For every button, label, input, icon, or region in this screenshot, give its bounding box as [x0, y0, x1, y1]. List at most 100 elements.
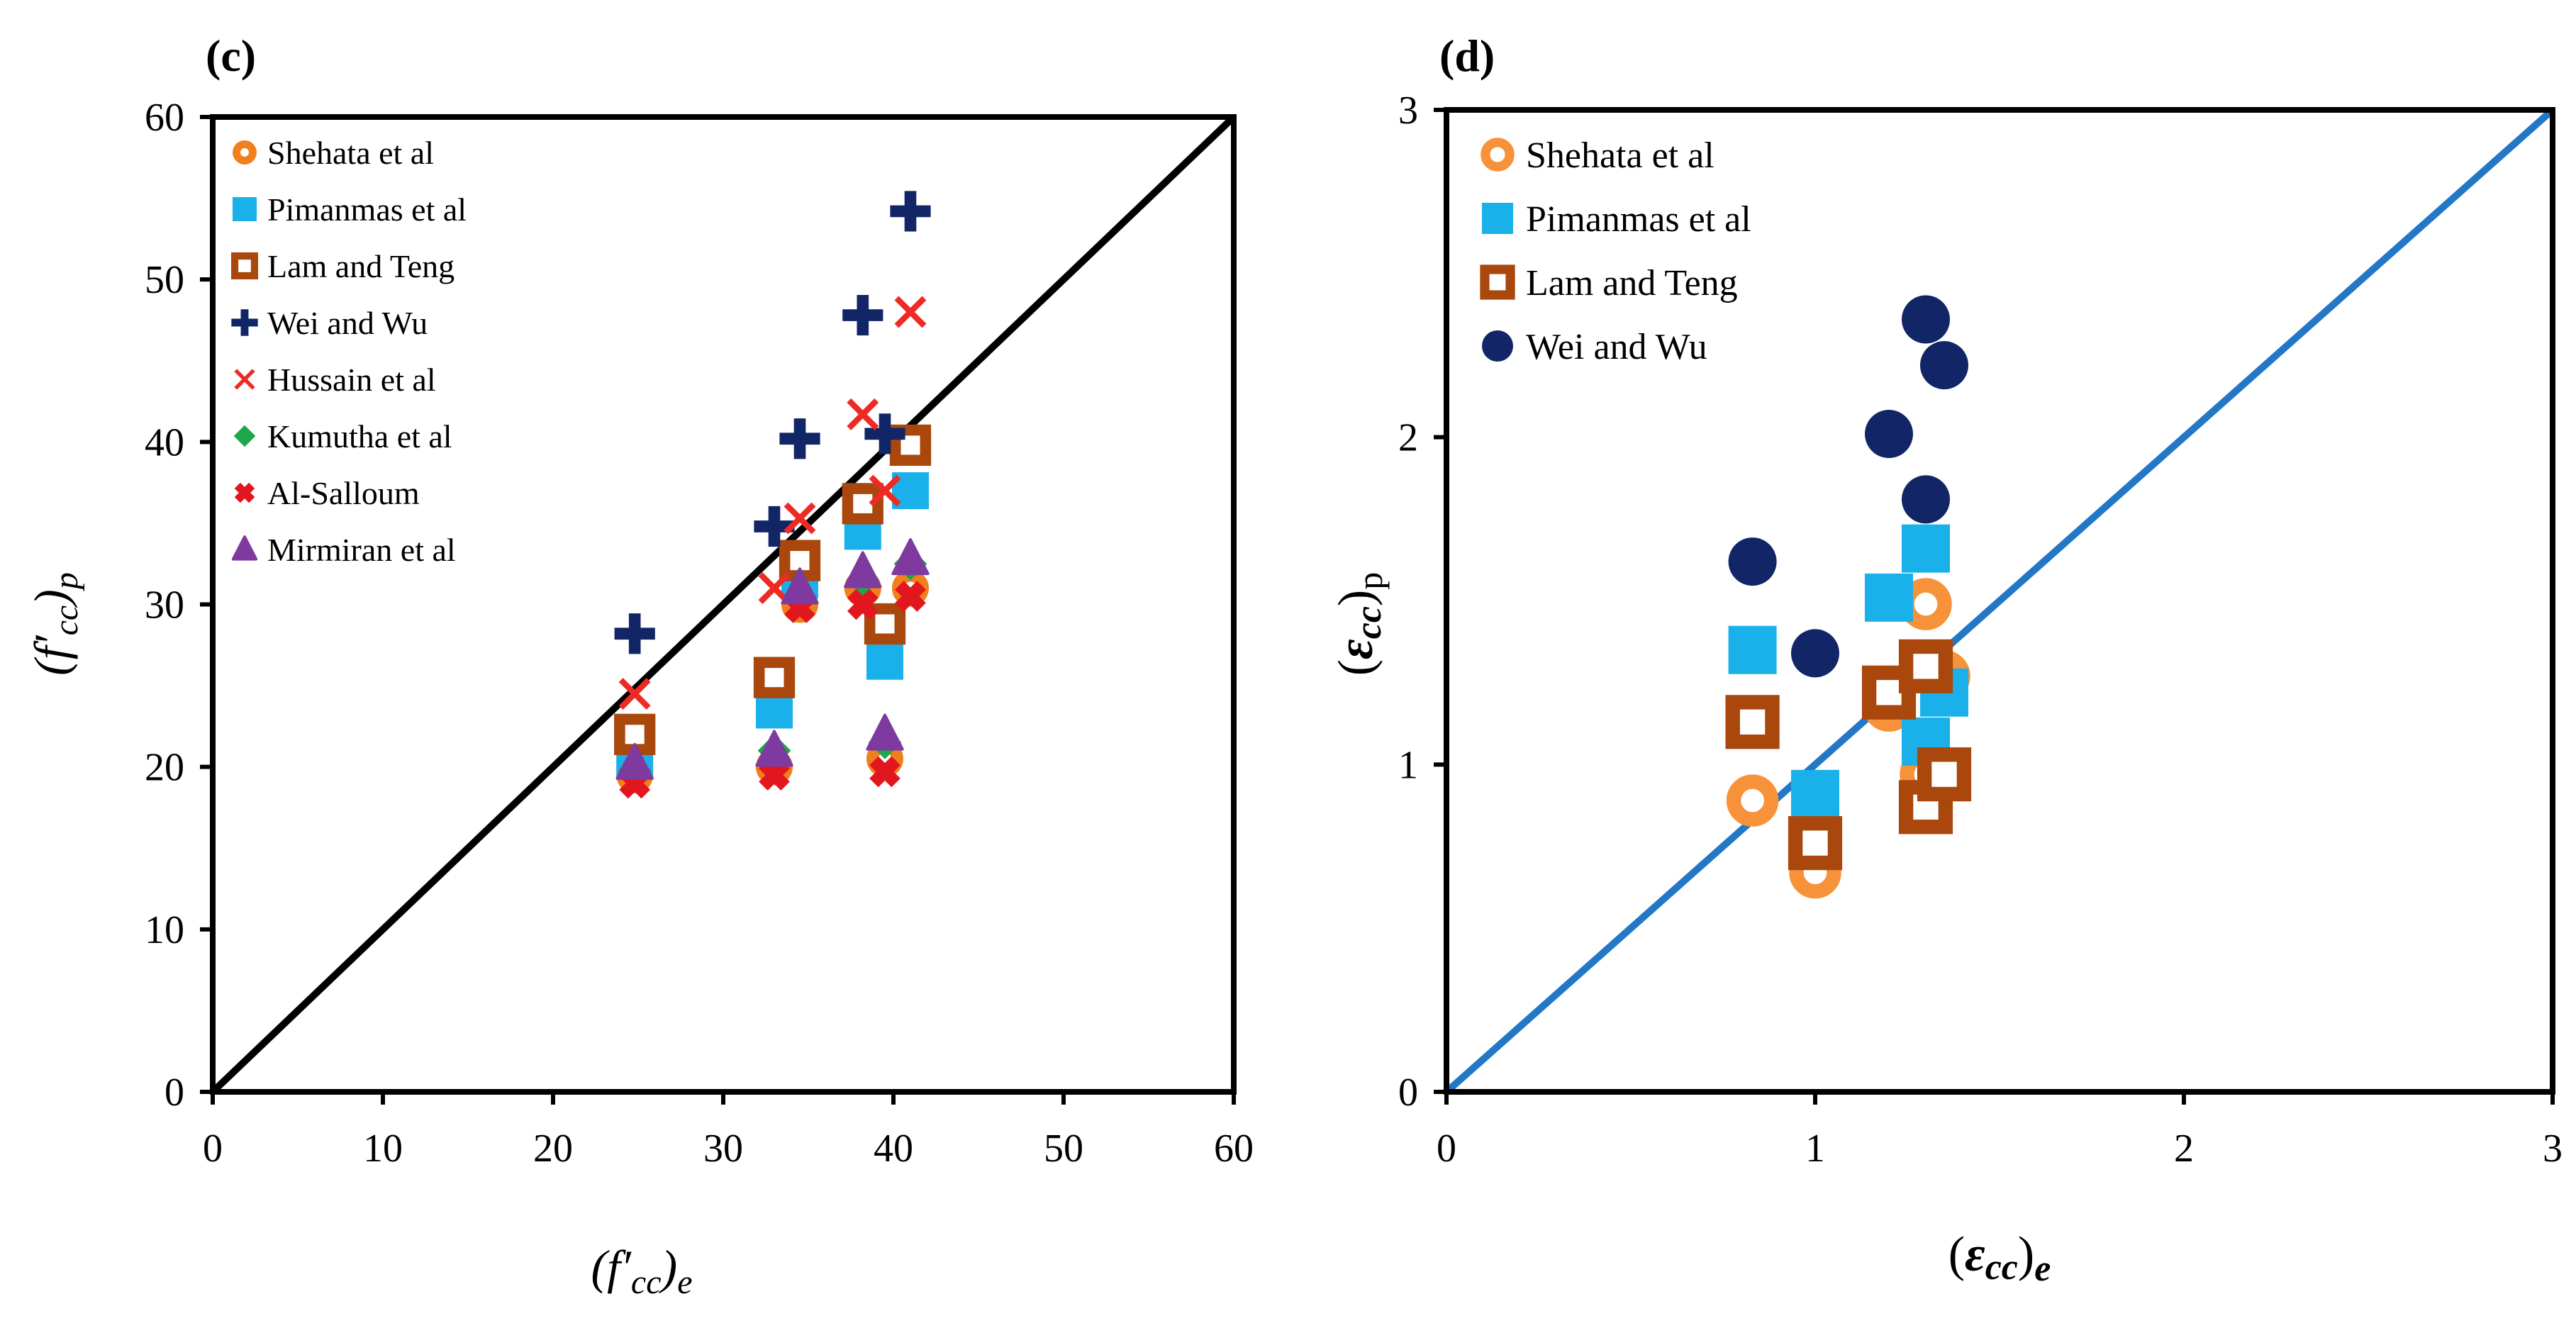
data-point — [779, 418, 820, 459]
x-tick-label: 20 — [533, 1127, 573, 1171]
reference-line-y-equals-x — [210, 114, 1237, 1095]
y-tick-label: 0 — [1398, 1071, 1418, 1115]
data-point — [1726, 774, 1779, 827]
legend-item: Lam and Teng — [1480, 263, 1738, 303]
legend-marker — [1482, 203, 1513, 234]
data-point — [1898, 639, 1953, 693]
x-tick-label: 50 — [1044, 1127, 1083, 1171]
panel-d-x-axis-title: (εcc)e — [1948, 1227, 2051, 1289]
legend-marker — [233, 140, 257, 164]
data-point — [890, 191, 931, 232]
data-point — [1902, 295, 1950, 344]
x-tick-label: 2 — [2174, 1127, 2194, 1171]
chart-panel-d: (d) 0 1 2 3 0 1 2 3 Shehata et al Pimanmas et al… — [1329, 30, 2563, 1289]
x-tick-label: 0 — [203, 1127, 223, 1171]
x-tick-label: 10 — [363, 1127, 403, 1171]
data-point — [889, 424, 932, 467]
data-point — [1865, 410, 1913, 459]
legend-label: Shehata et al — [1526, 135, 1714, 176]
data-point — [759, 759, 790, 791]
panel-c-ticks: 0 10 20 30 40 50 60 0 10 20 30 40 50 60 — [145, 96, 1254, 1171]
panel-c-x-axis-title: (f′cc)e — [591, 1240, 692, 1301]
panel-c-reference-line — [210, 114, 1237, 1095]
panel-d-reference-line — [1444, 107, 2555, 1095]
series-lam-and-teng — [1725, 639, 1972, 871]
panel-d-y-axis-title: (εcc)p — [1329, 572, 1390, 676]
data-point — [781, 567, 819, 605]
y-tick-label: 3 — [1398, 89, 1418, 133]
legend-item: Wei and Wu — [231, 305, 428, 341]
legend-marker — [1481, 138, 1515, 172]
data-point — [869, 474, 901, 507]
panel-c-legend: Shehata et al Pimanmas et al Lam and Teng W… — [230, 135, 467, 568]
legend-item: Hussain et al — [234, 362, 436, 398]
panel-c-points — [614, 191, 932, 799]
legend-marker — [231, 309, 258, 336]
data-point — [1788, 816, 1843, 871]
data-point — [864, 413, 905, 454]
panel-d-plot-frame — [1444, 107, 2555, 1095]
legend-item: Shehata et al — [1481, 135, 1714, 176]
y-tick-label: 10 — [145, 908, 184, 952]
data-point — [844, 551, 882, 588]
data-point — [1902, 475, 1950, 524]
x-tick-label: 3 — [2543, 1127, 2563, 1171]
series-lam-and-teng — [614, 424, 932, 755]
legend-item: Lam and Teng — [230, 248, 455, 284]
data-point — [1902, 524, 1950, 573]
legend-label: Shehata et al — [267, 135, 434, 171]
y-tick-label: 1 — [1398, 743, 1418, 787]
legend-marker — [1482, 330, 1513, 362]
legend-item: Al-Salloum — [234, 475, 420, 511]
legend-item: Pimanmas et al — [233, 191, 467, 228]
data-point — [615, 742, 654, 780]
legend-marker — [234, 482, 255, 503]
data-point — [895, 581, 926, 612]
x-tick-label: 1 — [1805, 1127, 1825, 1171]
series-pimanmas-et-al — [1728, 524, 1968, 818]
legend-label: Hussain et al — [267, 362, 436, 398]
panel-c-y-axis-title: (f′cc)p — [24, 572, 85, 676]
data-point — [753, 657, 796, 698]
panel-c-label: (c) — [206, 30, 256, 81]
legend-item: Wei and Wu — [1482, 327, 1707, 367]
data-point — [847, 588, 879, 620]
legend-item: Shehata et al — [233, 135, 434, 171]
data-point — [869, 756, 901, 788]
legend-item: Mirmiran et al — [231, 532, 456, 568]
data-point — [1791, 629, 1839, 678]
x-tick-label: 0 — [1437, 1127, 1456, 1171]
panel-d-label: (d) — [1439, 30, 1495, 81]
data-point — [866, 713, 904, 751]
panel-d-ticks: 0 1 2 3 0 1 2 3 — [1398, 89, 2563, 1171]
series-wei-and-wu — [614, 191, 931, 654]
data-point — [1917, 747, 1972, 802]
y-tick-label: 50 — [145, 258, 184, 302]
data-point — [1728, 537, 1777, 586]
data-point — [784, 502, 816, 535]
data-point — [1865, 573, 1913, 622]
data-point — [1728, 625, 1777, 674]
data-point — [842, 483, 883, 525]
data-point — [618, 678, 651, 710]
panel-c-plot-frame — [210, 114, 1237, 1095]
legend-marker — [233, 197, 257, 221]
data-point — [847, 398, 879, 430]
legend-marker — [234, 369, 255, 390]
data-point — [866, 642, 903, 680]
data-point — [1725, 695, 1780, 749]
data-point — [842, 294, 883, 336]
y-tick-label: 0 — [165, 1071, 184, 1115]
series-mirmiran-et-al — [615, 538, 930, 780]
legend-label: Al-Salloum — [267, 475, 420, 511]
legend-item: Kumutha et al — [233, 418, 452, 454]
panel-d-points — [1725, 295, 1972, 899]
x-tick-label: 30 — [703, 1127, 743, 1171]
legend-label: Kumutha et al — [267, 418, 452, 454]
panel-d-legend: Shehata et al Pimanmas et al Lam and Teng W… — [1480, 135, 1751, 367]
chart-panel-c: (c) 0 10 20 30 40 50 60 0 10 20 30 40 50 60 Shehata e… — [24, 30, 1254, 1301]
series-hussain-et-al — [618, 296, 927, 710]
y-tick-label: 20 — [145, 746, 184, 790]
